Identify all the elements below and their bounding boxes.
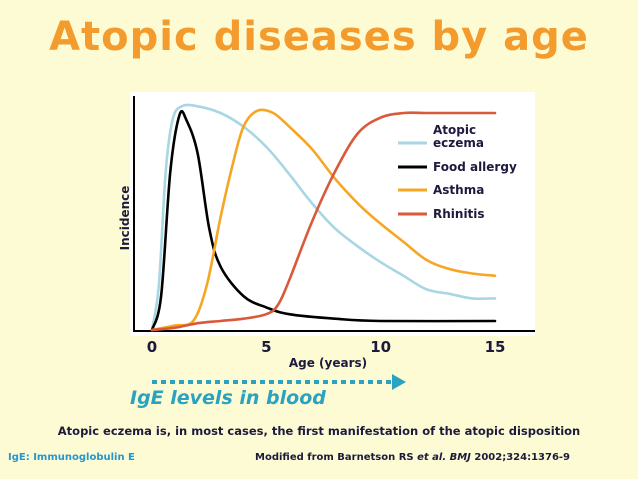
series-group xyxy=(150,103,497,332)
x-tick-label: 0 xyxy=(147,338,157,356)
x-tick-label: 15 xyxy=(485,338,506,356)
citation-suffix: 2002;324:1376-9 xyxy=(470,452,571,463)
legend-label-atopic-eczema: Atopic eczema xyxy=(433,123,484,150)
x-tick-label: 10 xyxy=(370,338,391,356)
ige-arrow xyxy=(152,374,406,390)
ige-label: IgE levels in blood xyxy=(130,387,326,409)
series-line-food-allergy xyxy=(150,109,497,332)
series-line-rhinitis xyxy=(150,111,497,332)
footer-abbreviation: IgE: Immunoglobulin E xyxy=(8,452,135,463)
y-axis-label: Incidence xyxy=(118,186,132,251)
legend: Atopic eczema Food allergy Asthma Rhinitis xyxy=(398,123,517,221)
x-axis-label: Age (years) xyxy=(289,356,367,370)
series-line-atopic-eczema xyxy=(150,103,497,332)
axes xyxy=(133,96,535,332)
plot-area xyxy=(130,92,535,336)
slide-title: Atopic diseases by age xyxy=(49,14,589,60)
x-tick-label: 5 xyxy=(261,338,271,356)
citation-prefix: Modified from Barnetson RS xyxy=(255,452,418,463)
x-tick-labels: 0 5 10 15 xyxy=(147,338,506,356)
legend-label-rhinitis: Rhinitis xyxy=(433,207,485,221)
legend-label-asthma: Asthma xyxy=(433,183,484,197)
footer-citation: Modified from Barnetson RS et al. BMJ 20… xyxy=(255,452,570,463)
caption: Atopic eczema is, in most cases, the fir… xyxy=(57,424,581,438)
legend-label-food-allergy: Food allergy xyxy=(433,160,517,174)
series-line-asthma xyxy=(150,108,497,332)
citation-italic: et al. BMJ xyxy=(417,452,471,463)
